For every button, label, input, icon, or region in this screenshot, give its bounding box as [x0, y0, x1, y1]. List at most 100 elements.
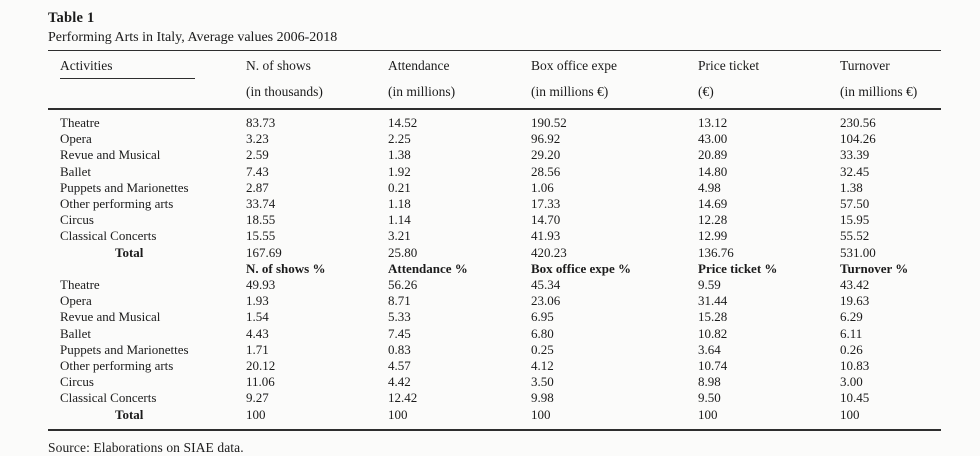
- table-title: Table 1: [48, 10, 95, 26]
- value-cell: 3.21: [388, 228, 411, 244]
- table-row: Other performing arts 33.74 1.18 17.33 14.69…: [48, 196, 941, 212]
- activity-cell: Opera: [60, 293, 92, 309]
- value-cell: 20.12: [246, 358, 276, 374]
- column-label: Box office expe: [531, 58, 617, 73]
- column-label: Attendance: [388, 58, 450, 73]
- value-cell: 4.12: [531, 358, 554, 374]
- value-cell: 29.20: [531, 147, 561, 163]
- value-cell: 8.98: [698, 374, 721, 390]
- value-cell: 14.52: [388, 115, 418, 130]
- value-cell: 11.06: [246, 374, 275, 390]
- value-cell: 4.43: [246, 325, 269, 341]
- value-cell: 6.11: [840, 325, 863, 341]
- value-cell: 17.33: [531, 196, 561, 212]
- value-cell: 19.63: [840, 293, 870, 309]
- table-row: Classical Concerts 9.27 12.42 9.98 9.50 10.45: [48, 390, 941, 406]
- activity-cell: Theatre: [60, 277, 100, 293]
- value-cell: 45.34: [531, 277, 561, 293]
- value-cell: 4.57: [388, 358, 411, 374]
- activity-cell: Ballet: [60, 325, 92, 341]
- table-row: Theatre 49.93 56.26 45.34 9.59 43.42: [48, 277, 941, 293]
- value-cell: 3.64: [698, 341, 721, 357]
- value-cell: 96.92: [531, 131, 561, 147]
- activity-cell: [48, 261, 246, 277]
- column-label: N. of shows: [246, 58, 311, 73]
- table-row: Revue and Musical 1.54 5.33 6.95 15.28 6.29: [48, 309, 941, 325]
- value-cell: 190.52: [531, 115, 567, 130]
- value-cell: 4.42: [388, 374, 411, 390]
- value-cell: 8.71: [388, 293, 411, 309]
- table-row: Puppets and Marionettes 1.71 0.83 0.25 3.64 0…: [48, 342, 941, 358]
- column-label: Activities: [60, 58, 113, 73]
- column-unit: (€): [698, 84, 714, 99]
- value-cell: 0.21: [388, 179, 411, 195]
- activity-cell: Total: [115, 406, 144, 422]
- value-cell: 55.52: [840, 228, 870, 244]
- value-cell: 1.14: [388, 212, 411, 228]
- value-cell: 15.55: [246, 228, 276, 244]
- value-cell: 12.28: [698, 212, 728, 228]
- table-row: Classical Concerts 15.55 3.21 41.93 12.99 55.…: [48, 228, 941, 244]
- table-row: Opera 1.93 8.71 23.06 31.44 19.63: [48, 293, 941, 309]
- value-cell: 15.95: [840, 212, 870, 228]
- table-body: Theatre 83.73 14.52 190.52 13.12 230.56 Opera 3…: [48, 109, 941, 430]
- value-cell: Box office expe %: [531, 260, 632, 276]
- activities-underline-rule: [60, 78, 195, 79]
- activity-cell: Other performing arts: [60, 358, 174, 374]
- value-cell: 167.69: [246, 244, 282, 260]
- value-cell: 3.23: [246, 131, 269, 147]
- table-row: Circus 11.06 4.42 3.50 8.98 3.00: [48, 374, 941, 390]
- activity-cell: Puppets and Marionettes: [60, 341, 189, 357]
- value-cell: 9.27: [246, 390, 269, 406]
- activity-cell: Revue and Musical: [60, 147, 161, 163]
- value-cell: 100: [388, 406, 408, 422]
- value-cell: 25.80: [388, 244, 418, 260]
- value-cell: 13.12: [698, 115, 728, 130]
- value-cell: 43.00: [698, 131, 728, 147]
- value-cell: 10.83: [840, 358, 870, 374]
- table-subtitle: Performing Arts in Italy, Average values…: [48, 30, 338, 45]
- value-cell: 7.43: [246, 163, 269, 179]
- value-cell: 18.55: [246, 212, 276, 228]
- table-row: Theatre 83.73 14.52 190.52 13.12 230.56: [48, 109, 941, 131]
- value-cell: 9.50: [698, 390, 721, 406]
- activity-cell: Classical Concerts: [60, 228, 157, 244]
- value-cell: 49.93: [246, 277, 276, 293]
- column-unit: (in thousands): [246, 84, 323, 99]
- table-row: Puppets and Marionettes 2.87 0.21 1.06 4.98 1…: [48, 180, 941, 196]
- activity-cell: Opera: [60, 131, 92, 147]
- column-header-attendance: Attendance (in millions): [388, 50, 531, 110]
- column-label: Price ticket: [698, 58, 760, 73]
- value-cell: 6.95: [531, 309, 554, 325]
- value-cell: 14.69: [698, 196, 728, 212]
- value-cell: 104.26: [840, 131, 876, 147]
- value-cell: 7.45: [388, 325, 411, 341]
- paper-table-figure: Table 1 Performing Arts in Italy, Averag…: [48, 10, 941, 456]
- activity-cell: Total: [115, 244, 144, 260]
- value-cell: Price ticket %: [698, 260, 778, 276]
- activity-cell: Circus: [60, 212, 94, 228]
- value-cell: 1.38: [388, 147, 411, 163]
- performing-arts-table: Activities N. of shows (in thousands) At…: [48, 50, 941, 431]
- value-cell: 420.23: [531, 244, 567, 260]
- value-cell: 136.76: [698, 244, 734, 260]
- activity-cell: Ballet: [60, 163, 92, 179]
- table-row: Revue and Musical 2.59 1.38 29.20 20.89 33.39: [48, 147, 941, 163]
- column-header-price-ticket: Price ticket (€): [698, 50, 840, 110]
- value-cell: 57.50: [840, 196, 870, 212]
- value-cell: Attendance %: [388, 260, 468, 276]
- value-cell: 10.74: [698, 358, 728, 374]
- value-cell: 1.93: [246, 293, 269, 309]
- value-cell: 5.33: [388, 309, 411, 325]
- table-row: Ballet 4.43 7.45 6.80 10.82 6.11: [48, 326, 941, 342]
- value-cell: 14.70: [531, 212, 561, 228]
- header-row: Activities N. of shows (in thousands) At…: [48, 50, 941, 110]
- value-cell: 10.45: [840, 390, 870, 406]
- column-header-n-of-shows: N. of shows (in thousands): [246, 50, 388, 110]
- value-cell: 10.82: [698, 325, 728, 341]
- value-cell: 9.98: [531, 390, 554, 406]
- value-cell: 9.59: [698, 277, 721, 293]
- column-header-turnover: Turnover (in millions €): [840, 50, 941, 110]
- value-cell: 33.39: [840, 147, 870, 163]
- value-cell: 28.56: [531, 163, 561, 179]
